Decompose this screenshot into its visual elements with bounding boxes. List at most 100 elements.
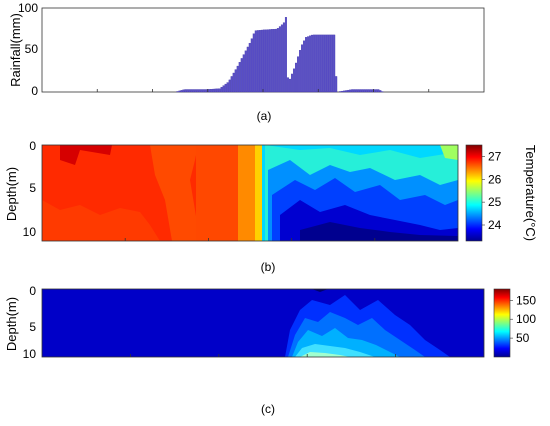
rainfall-bar <box>333 34 336 93</box>
rainfall-bar <box>359 89 362 93</box>
temperature-ytick-0: 0 <box>29 139 36 153</box>
temperature-colorbar <box>465 144 483 242</box>
rainfall-bar <box>363 89 366 93</box>
rainfall-bar <box>272 29 275 93</box>
rainfall-bar <box>305 37 308 93</box>
rainfall-bars <box>176 17 384 93</box>
rainfall-bar <box>216 88 219 93</box>
rainfall-bar <box>242 54 245 93</box>
rainfall-bar <box>296 56 300 93</box>
temperature-y-label: Depth(m) <box>4 167 19 221</box>
colorbar-tick-label: 24 <box>488 218 502 232</box>
rainfall-bar <box>278 26 281 93</box>
second-heatmap: 0 5 10 Depth(m) 50 100 150 (c) <box>4 284 536 416</box>
second-colorbar <box>493 288 511 358</box>
rainfall-y-label: Rainfall(mm) <box>8 13 23 87</box>
rainfall-bar <box>258 30 261 93</box>
rainfall-bar <box>339 91 342 93</box>
rainfall-bar <box>256 30 259 93</box>
colorbar-tick-label: 150 <box>516 293 536 307</box>
rainfall-bar <box>190 89 193 93</box>
rainfall-bar <box>224 83 227 93</box>
rainfall-bar <box>379 90 382 93</box>
rainfall-bar <box>369 89 372 93</box>
rainfall-bar <box>345 90 348 93</box>
rainfall-bar <box>321 34 324 93</box>
rainfall-bar <box>303 40 306 93</box>
rainfall-bar <box>240 58 243 93</box>
rainfall-bar <box>309 35 312 93</box>
rainfall-ytick-50: 50 <box>25 42 39 56</box>
rainfall-bar <box>313 34 316 93</box>
rainfall-bar <box>276 28 279 93</box>
rainfall-bar <box>341 90 344 93</box>
rainfall-bar <box>301 44 304 93</box>
temperature-colorbar-ticks: 24 25 26 27 <box>482 149 502 232</box>
second-ytick-5: 5 <box>29 320 36 334</box>
rainfall-bar <box>264 29 267 93</box>
rainfall-bar <box>311 34 314 93</box>
temperature-heatmap: 0 5 10 Depth(m) 24 25 26 27 Temperature(°C)… <box>4 139 538 274</box>
temperature-colorbar-label: Temperature(°C) <box>523 145 538 241</box>
rainfall-bar <box>246 46 249 93</box>
rainfall-bar <box>294 62 298 93</box>
second-plot-frame <box>41 288 485 358</box>
second-ytick-0: 0 <box>29 284 36 298</box>
rainfall-bar <box>355 89 358 93</box>
second-colorbar-ticks: 50 100 150 <box>510 293 536 345</box>
rainfall-ytick-0: 0 <box>31 84 38 98</box>
second-ytick-10: 10 <box>23 347 37 361</box>
rainfall-bar <box>200 89 203 93</box>
rainfall-bar <box>325 34 328 93</box>
rainfall-bar <box>335 76 338 93</box>
rainfall-bar <box>288 78 291 93</box>
rainfall-x-ticks <box>96 89 430 92</box>
rainfall-bar <box>351 89 354 93</box>
rainfall-bar <box>178 90 181 93</box>
rainfall-bar <box>198 89 201 93</box>
rainfall-bar <box>192 89 195 93</box>
rainfall-bar <box>228 79 231 93</box>
rainfall-bar <box>230 76 233 93</box>
rainfall-chart: 0 50 100 Rainfall(mm) (a) <box>8 1 485 123</box>
rainfall-ytick-100: 100 <box>18 1 38 15</box>
rainfall-bar <box>319 34 322 93</box>
rainfall-bar <box>268 29 271 93</box>
rainfall-bar <box>236 65 239 93</box>
rainfall-bar <box>260 29 263 93</box>
rainfall-bar <box>188 89 191 93</box>
rainfall-bar <box>244 50 247 93</box>
rainfall-bar <box>212 88 215 93</box>
rainfall-bar <box>290 73 293 93</box>
rainfall-bar <box>317 34 320 93</box>
rainfall-bar <box>331 34 334 93</box>
rainfall-bar <box>299 50 302 93</box>
rainfall-bar <box>270 29 273 93</box>
rainfall-bar <box>182 89 185 93</box>
rainfall-bar <box>184 89 187 93</box>
colorbar-tick-label: 27 <box>488 149 502 163</box>
rainfall-bar <box>349 89 352 93</box>
second-x-ticks <box>129 354 397 357</box>
rainfall-bar <box>327 34 330 93</box>
rainfall-bar <box>280 24 283 93</box>
rainfall-bar <box>238 62 241 93</box>
rainfall-bar <box>307 36 310 93</box>
rainfall-bar <box>377 89 380 93</box>
rainfall-bar <box>222 85 225 93</box>
rainfall-bar <box>234 69 237 93</box>
rainfall-bar <box>357 89 360 93</box>
temperature-field <box>42 145 458 241</box>
rainfall-bar <box>284 17 287 93</box>
rainfall-bar <box>250 38 253 93</box>
rainfall-bar <box>196 89 199 93</box>
rainfall-bar <box>248 42 251 93</box>
rainfall-bar <box>323 34 326 93</box>
rainfall-bar <box>315 34 318 93</box>
rainfall-bar <box>365 89 368 93</box>
rainfall-bar <box>252 33 255 93</box>
rainfall-bar <box>367 89 370 93</box>
colorbar-tick-label: 100 <box>516 312 536 326</box>
rainfall-bar <box>353 89 356 93</box>
